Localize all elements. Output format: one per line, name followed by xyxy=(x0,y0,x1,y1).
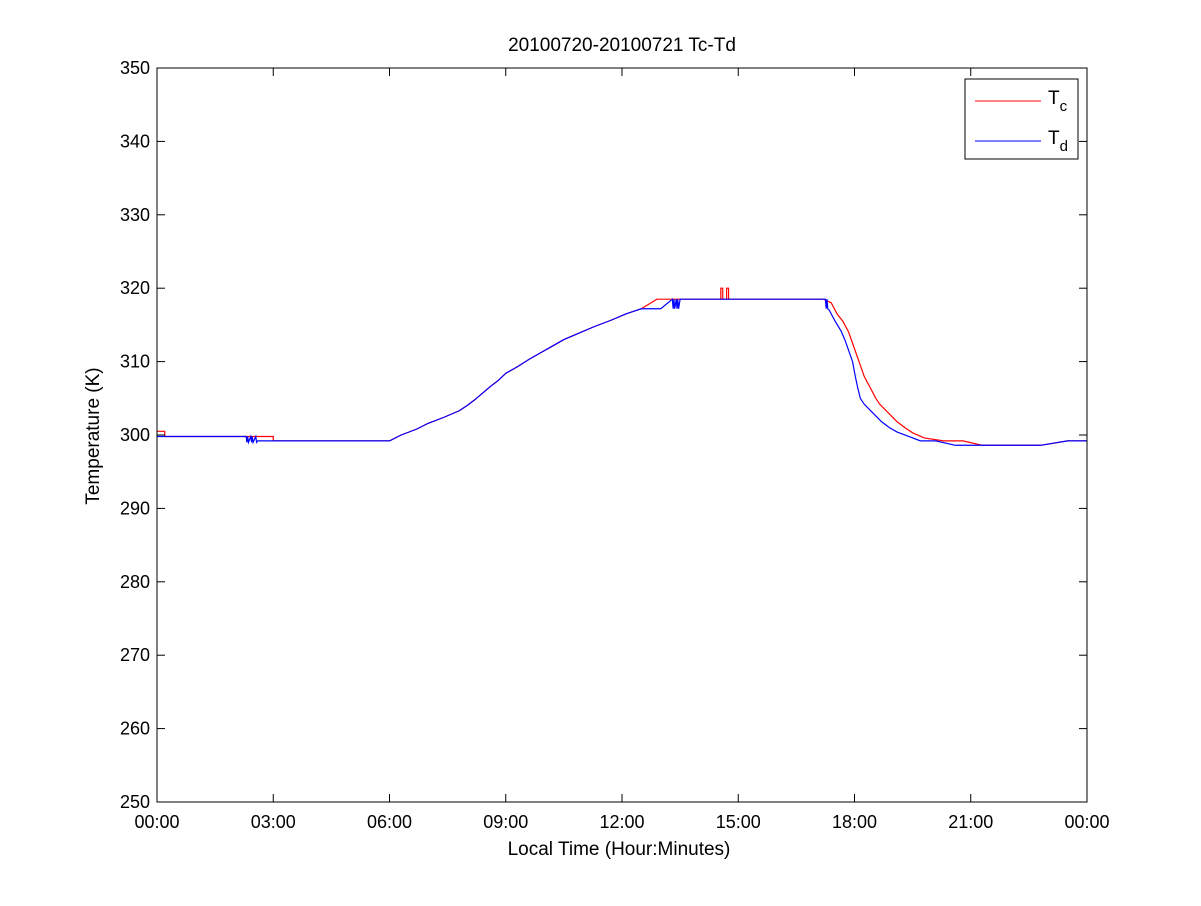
legend-label-tc-sub: c xyxy=(1060,98,1068,115)
legend-label-td-sub: d xyxy=(1060,138,1068,155)
x-tick-label: 09:00 xyxy=(483,812,528,832)
tick-layer: 00:00 03:00 06:00 09:00 12:00 15:00 18:00 21:00… xyxy=(120,58,1110,832)
y-tick-label: 280 xyxy=(120,572,150,592)
legend-box xyxy=(964,78,1079,160)
x-tick-label: 03:00 xyxy=(251,812,296,832)
x-tick-label: 00:00 xyxy=(1064,812,1109,832)
y-tick-label: 330 xyxy=(120,205,150,225)
legend-label-td-base: T xyxy=(1048,128,1060,149)
x-axis-label: Local Time (Hour:Minutes) xyxy=(508,839,731,860)
y-tick-label: 310 xyxy=(120,352,150,372)
legend-label-tc: Tc xyxy=(1048,88,1068,115)
x-tick-label: 12:00 xyxy=(599,812,644,832)
x-tick-label: 15:00 xyxy=(716,812,761,832)
x-tick-label: 18:00 xyxy=(832,812,877,832)
series-line-td xyxy=(157,298,1087,446)
x-tick-label: 21:00 xyxy=(948,812,993,832)
y-tick-label: 270 xyxy=(120,645,150,665)
y-tick-label: 300 xyxy=(120,425,150,445)
plot-frame xyxy=(156,67,1088,803)
y-tick-label: 320 xyxy=(120,278,150,298)
x-tick-label: 00:00 xyxy=(134,812,179,832)
y-tick-label: 340 xyxy=(120,131,150,151)
chart-title: 20100720-20100721 Tc-Td xyxy=(508,35,736,56)
legend: Tc Td xyxy=(964,78,1079,160)
legend-label-tc-base: T xyxy=(1048,88,1060,109)
plot-background xyxy=(157,68,1087,802)
y-tick-label: 260 xyxy=(120,719,150,739)
y-tick-label: 350 xyxy=(120,58,150,78)
x-tick-label: 06:00 xyxy=(367,812,412,832)
y-tick-label: 250 xyxy=(120,792,150,812)
series-layer xyxy=(157,287,1087,446)
legend-label-td: Td xyxy=(1048,128,1068,155)
y-tick-label: 290 xyxy=(120,498,150,518)
y-axis-label: Temperature (K) xyxy=(83,367,104,504)
